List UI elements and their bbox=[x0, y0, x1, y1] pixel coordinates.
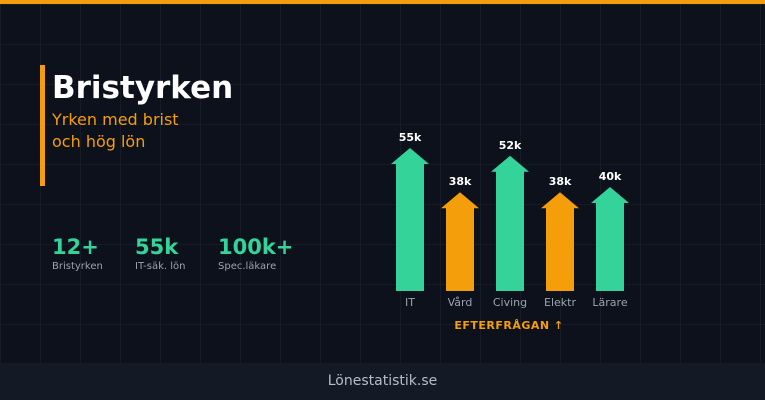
stat-specialist-doctor: 100k+ Spec.läkare bbox=[218, 234, 293, 273]
stat-value: 12+ bbox=[52, 235, 99, 259]
bar-vård bbox=[441, 192, 479, 291]
stat-value: 100k+ bbox=[218, 235, 294, 259]
category-label: Civing bbox=[493, 296, 527, 309]
stat-label: Bristyrken bbox=[52, 261, 103, 272]
bar-elektr bbox=[541, 192, 579, 291]
stat-label: Spec.läkare bbox=[218, 261, 277, 272]
title-accent-bar bbox=[40, 65, 45, 186]
footer: Lönestatistik.se bbox=[0, 363, 765, 400]
category-label: Vård bbox=[448, 296, 473, 309]
top-accent-bar bbox=[0, 0, 765, 4]
stat-shortage-jobs: 12+ Bristyrken bbox=[52, 234, 103, 273]
bar-civing bbox=[491, 155, 529, 291]
bar-value-label: 38k bbox=[549, 175, 572, 188]
category-label: IT bbox=[405, 296, 415, 309]
category-label: Lärare bbox=[592, 296, 627, 309]
x-axis-label: EFTERFRÅGAN ↑ bbox=[454, 319, 563, 332]
stat-value: 55k bbox=[135, 235, 179, 259]
bar-value-label: 38k bbox=[449, 175, 472, 188]
subtitle-line-2: och hög lön bbox=[52, 132, 146, 151]
bar-it bbox=[391, 148, 429, 291]
bar-lärare bbox=[591, 187, 629, 291]
stat-it-security-salary: 55k IT-säk. lön bbox=[135, 234, 185, 273]
bar-value-label: 40k bbox=[599, 170, 622, 183]
footer-brand: Lönestatistik.se bbox=[327, 373, 438, 389]
page-subtitle: Yrken med brist och hög lön bbox=[52, 109, 252, 153]
category-label: Elektr bbox=[544, 296, 576, 309]
stat-label: IT-säk. lön bbox=[135, 261, 186, 272]
bar-value-label: 55k bbox=[399, 131, 422, 144]
page-title: Bristyrken bbox=[52, 70, 234, 106]
bar-value-label: 52k bbox=[499, 139, 522, 152]
bar-group: 55k IT 38k Vård 52k Civing 38k Elektr 40k Lärare bbox=[391, 131, 629, 309]
subtitle-line-1: Yrken med brist bbox=[52, 110, 179, 129]
